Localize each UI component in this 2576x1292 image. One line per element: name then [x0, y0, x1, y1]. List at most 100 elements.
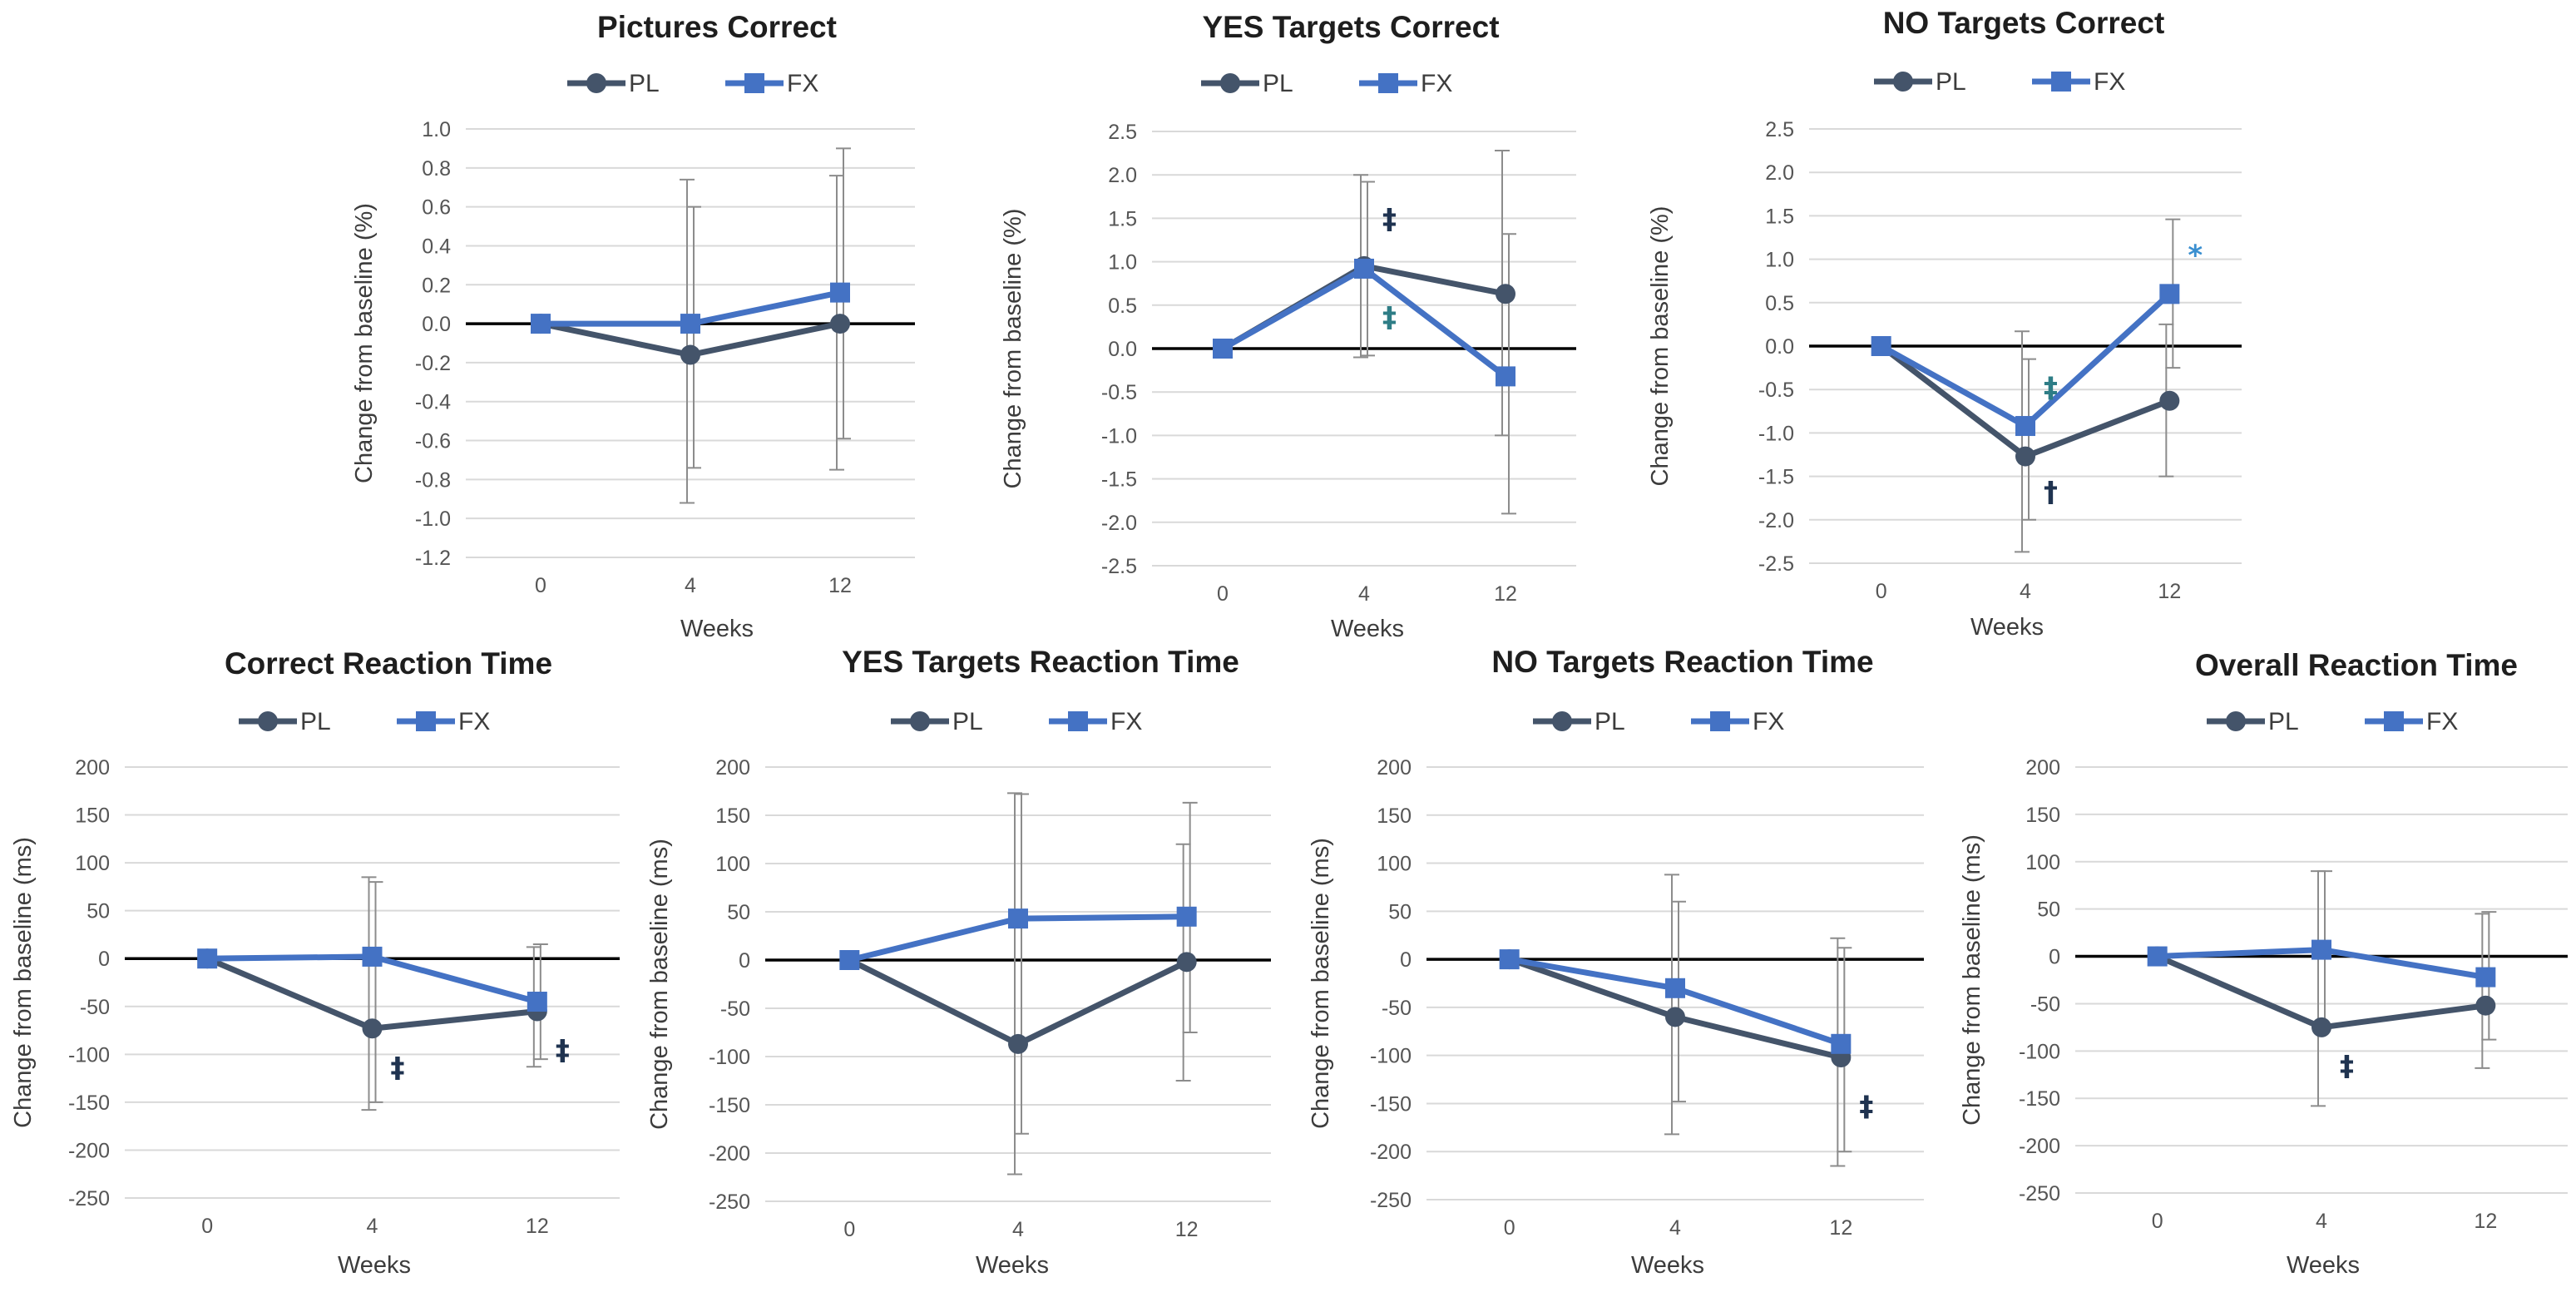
y-tick-label: -50 [2030, 993, 2060, 1016]
series-pl [839, 950, 1197, 1054]
point-pl [362, 1018, 383, 1039]
legend-label: PL [1595, 708, 1625, 735]
chart-svg: NO Targets Reaction Time PL FX 200 150 100 50 0… [1308, 645, 1924, 1279]
y-tick-label: 50 [87, 900, 110, 923]
x-tick-label: 4 [367, 1215, 378, 1238]
series-fx [1213, 258, 1515, 387]
error-bars [2311, 870, 2497, 1107]
x-axis: 0 4 12 [535, 574, 852, 597]
x-tick-label: 12 [2158, 580, 2181, 603]
y-tick-label: 0 [1400, 948, 1412, 972]
chart-no-targets-correct: NO Targets Correct PL FX 2.5 2.0 1.5 1.0 0.5 0.0… [1630, 6, 2279, 641]
y-axis-label: Change from baseline (%) [1647, 206, 1674, 487]
legend-label: PL [1936, 68, 1966, 96]
y-tick-label: 1.0 [1108, 251, 1137, 275]
y-axis-label: Change from baseline (ms) [646, 839, 673, 1130]
y-tick-label: 200 [715, 756, 750, 780]
y-tick-label: 150 [2025, 804, 2060, 827]
y-tick-label: 0.8 [422, 157, 451, 181]
point-fx [1499, 949, 1520, 970]
series-fx [531, 282, 850, 334]
y-tick-label: -150 [1370, 1092, 1412, 1116]
y-axis-label: Change from baseline (ms) [1959, 834, 1985, 1126]
y-tick-label: 100 [1377, 853, 1412, 876]
legend-marker [258, 711, 278, 731]
x-axis-label: Weeks [1331, 616, 1404, 642]
error-bar-pl [1664, 874, 1679, 1136]
y-tick-label: 0 [739, 949, 750, 973]
error-bar-fx [2021, 358, 2036, 521]
legend-item-pl: PL [2207, 708, 2299, 735]
point-fx [362, 946, 383, 967]
error-bar-fx [368, 881, 383, 1103]
x-tick-label: 0 [2152, 1210, 2163, 1233]
y-axis: 2.5 2.0 1.5 1.0 0.5 0.0 -0.5 -1.0 -1.5 -2.0 -2.5 [1101, 121, 1576, 578]
y-axis: 200 150 100 50 0 -50 -100 -150 -200 -250 [2019, 756, 2568, 1205]
x-tick-label: 4 [1358, 582, 1370, 606]
point-pl [830, 314, 850, 334]
legend: PL FX [567, 70, 818, 97]
y-tick-label: -1.5 [1758, 466, 1794, 489]
y-tick-label: -100 [68, 1043, 110, 1067]
legend-item-pl: PL [1533, 708, 1625, 735]
y-tick-label: 50 [727, 901, 750, 924]
y-tick-label: 200 [2025, 756, 2060, 780]
point-pl [1665, 1007, 1685, 1027]
y-tick-label: 0.0 [1108, 338, 1137, 361]
y-tick-label: -200 [2019, 1135, 2060, 1158]
chart-title: Overall Reaction Time [2195, 648, 2518, 682]
y-tick-label: -50 [80, 996, 110, 1019]
y-tick-label: 1.0 [1765, 249, 1794, 272]
error-bars [1007, 792, 1198, 1176]
y-tick-label: 0 [2049, 946, 2060, 969]
x-tick-label: 0 [843, 1218, 855, 1241]
y-tick-label: -0.5 [1101, 381, 1137, 404]
y-tick-label: 0.5 [1765, 292, 1794, 315]
series-line [205, 955, 538, 1032]
y-tick-label: -200 [709, 1142, 750, 1166]
error-bar-pl [2311, 870, 2326, 1107]
point-pl [2015, 446, 2035, 467]
legend-label: FX [458, 708, 490, 735]
y-tick-label: -1.0 [1101, 424, 1137, 448]
y-tick-label: 2.0 [1108, 164, 1137, 187]
y-tick-label: 200 [1377, 756, 1412, 780]
legend-marker [2384, 711, 2404, 731]
legend-marker [416, 711, 436, 731]
y-tick-label: 0.4 [422, 235, 451, 258]
legend-item-pl: PL [891, 708, 983, 735]
point-fx [2475, 967, 2496, 988]
x-tick-label: 12 [2474, 1210, 2497, 1233]
series-fx [1499, 949, 1852, 1054]
chart-no-targets-reaction-time: NO Targets Reaction Time PL FX 200 150 100 50 0… [1298, 641, 1938, 1290]
x-axis-label: Weeks [680, 616, 754, 642]
point-pl [680, 344, 700, 365]
y-tick-label: -150 [68, 1092, 110, 1115]
x-tick-label: 4 [2316, 1210, 2327, 1233]
series-line [1879, 344, 2171, 460]
error-bar-pl [2475, 913, 2490, 1069]
y-tick-label: -250 [709, 1191, 750, 1214]
legend-marker [1068, 711, 1088, 731]
error-bar-pl [1007, 792, 1022, 1176]
y-tick-label: 1.5 [1765, 205, 1794, 228]
y-tick-label: -200 [1370, 1141, 1412, 1164]
chart-pictures-correct: Pictures Correct PL FX 1.0 0.8 0.6 0.4 0.2 0.0 -0… [316, 8, 965, 642]
y-axis-label: Change from baseline (ms) [10, 837, 37, 1128]
legend-marker [744, 73, 764, 93]
legend-marker [1893, 72, 1913, 92]
chart-overall-reaction-time: Overall Reaction Time PL FX 200 150 100 50 0 -50… [1946, 641, 2576, 1290]
series-line [1879, 291, 2172, 429]
x-axis: 0 4 12 [1876, 580, 2182, 603]
y-tick-label: -0.4 [415, 391, 451, 414]
significance-marker: ‡ [2340, 1049, 2354, 1082]
x-tick-label: 12 [1829, 1216, 1852, 1240]
y-tick-label: -2.5 [1101, 555, 1137, 578]
legend-item-fx: FX [2032, 68, 2125, 96]
y-tick-label: 100 [75, 852, 110, 875]
y-tick-label: -2.0 [1758, 509, 1794, 532]
significance-marker: ‡ [1382, 202, 1397, 235]
y-tick-label: -2.5 [1758, 552, 1794, 576]
y-tick-label: 150 [1377, 804, 1412, 828]
